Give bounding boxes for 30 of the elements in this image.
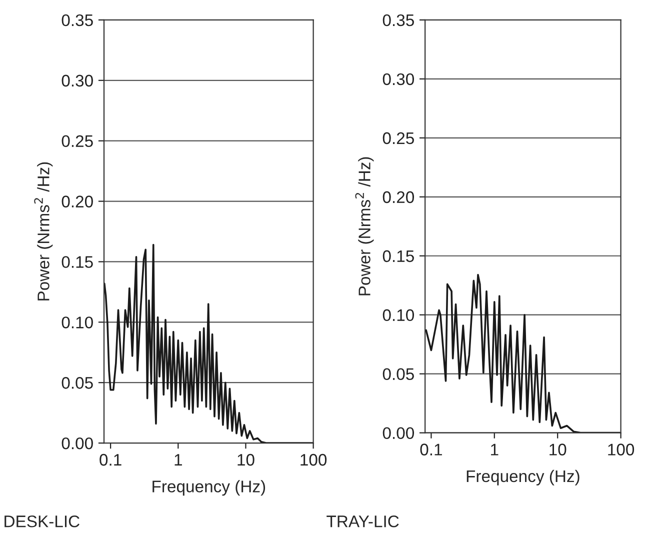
y-tick-label: 0.30 <box>382 73 414 86</box>
y-tick-label: 0.10 <box>382 309 414 322</box>
x-tick-label: 0.1 <box>420 444 442 456</box>
y-tick-label: 0.25 <box>62 135 93 148</box>
y-tick-label: 0.15 <box>62 256 93 268</box>
y-tick-label: 0.05 <box>62 377 93 389</box>
x-tick-label: 100 <box>608 444 634 456</box>
y-tick-label: 0.35 <box>382 14 414 26</box>
y-axis-title: Power (Nrms$^{2}$ /Hz) <box>34 162 53 300</box>
y-tick-label: 0.05 <box>382 368 414 380</box>
y-tick-label: 0.00 <box>382 427 414 440</box>
x-axis-title: Frequency (Hz) <box>152 480 266 496</box>
y-tick-label: 0.15 <box>382 250 414 262</box>
x-tick-label: 10 <box>550 444 566 456</box>
y-tick-label: 0.20 <box>382 191 414 204</box>
x-tick-label: 0.1 <box>100 454 122 466</box>
y-tick-label: 0.25 <box>382 132 414 144</box>
text: DESK-LIC <box>4 516 80 528</box>
x-axis-title: Frequency (Hz) <box>466 470 580 486</box>
x-tick-label: 10 <box>238 454 254 466</box>
x-tick-label: 100 <box>300 454 327 466</box>
y-tick-label: 0.30 <box>62 74 93 87</box>
y-tick-label: 0.10 <box>62 316 93 328</box>
x-tick-label: 1 <box>174 454 182 466</box>
x-tick-label: 1 <box>491 444 498 456</box>
y-tick-label: 0.35 <box>62 14 93 26</box>
y-tick-label: 0.00 <box>62 437 93 450</box>
y-tick-label: 0.20 <box>62 196 93 208</box>
y-axis-title: Power (Nrms$^{2}$ /Hz) <box>355 157 374 296</box>
text: TRAY-LIC <box>326 516 399 528</box>
